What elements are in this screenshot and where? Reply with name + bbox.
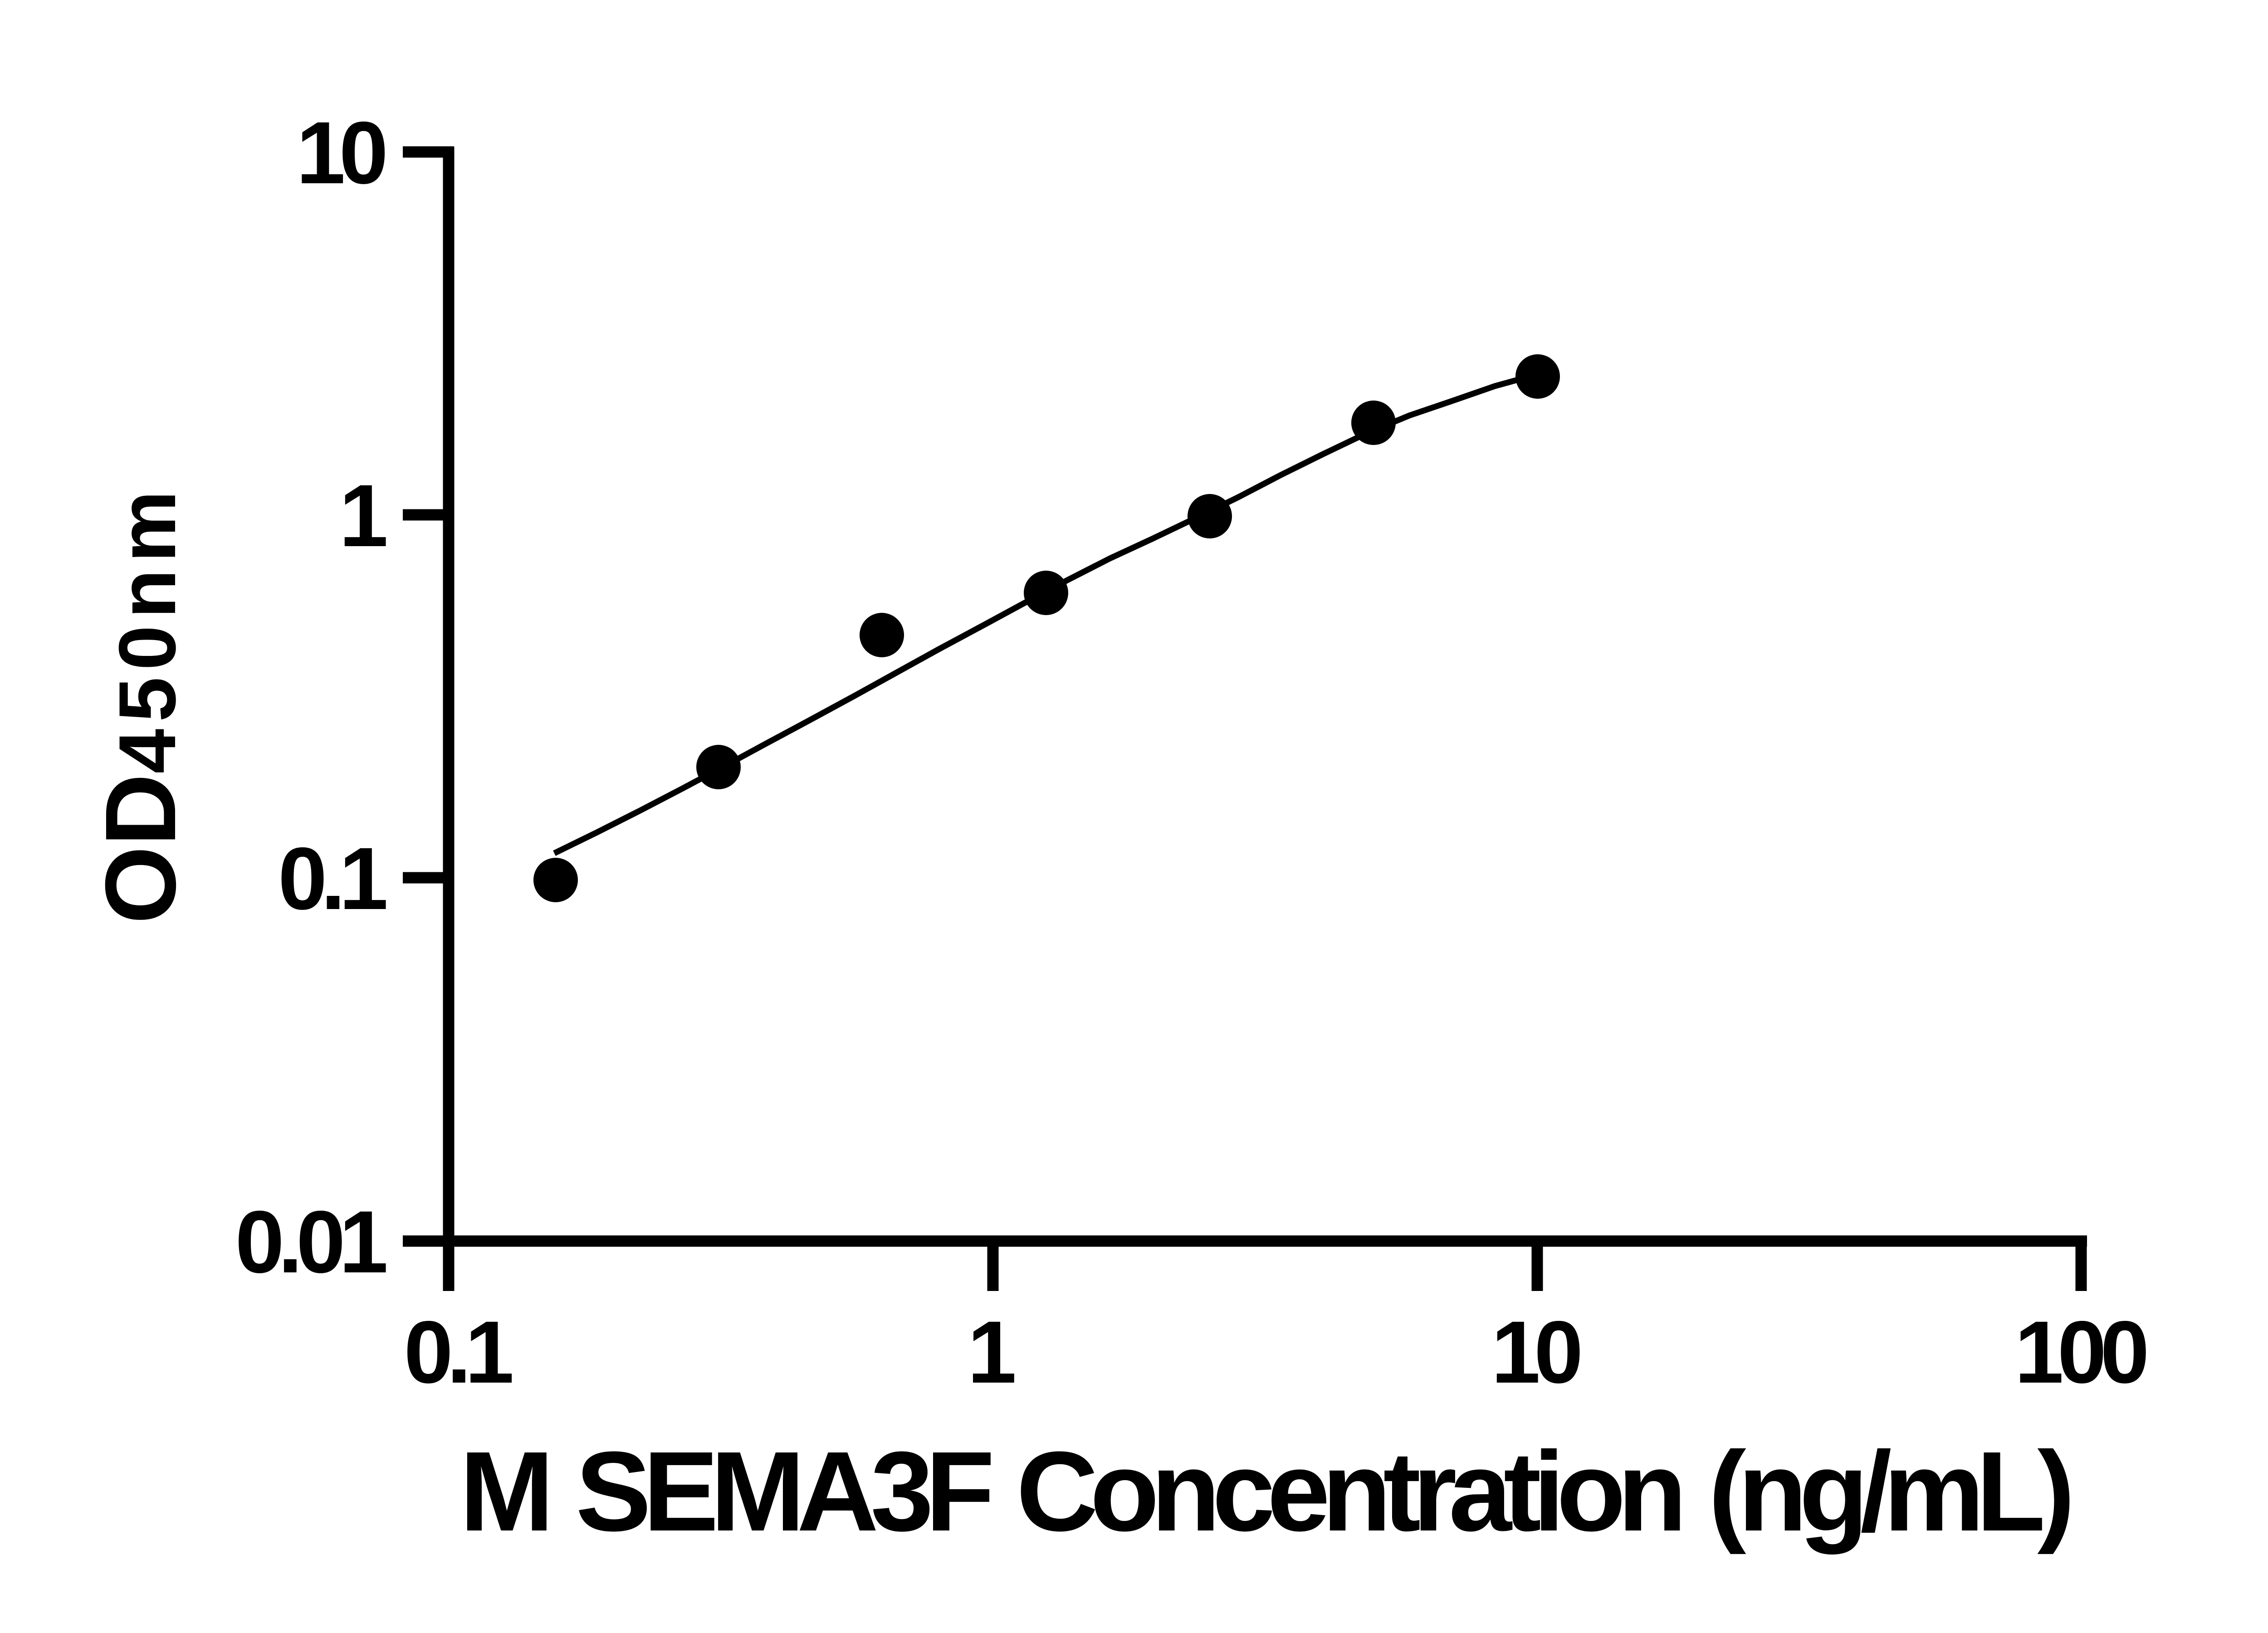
svg-text:M SEMA3F Concentration (ng/mL): M SEMA3F Concentration (ng/mL) xyxy=(459,1428,2069,1555)
svg-text:1: 1 xyxy=(339,466,386,565)
svg-text:0.01: 0.01 xyxy=(235,1193,386,1291)
svg-text:10: 10 xyxy=(296,103,385,202)
svg-text:10: 10 xyxy=(1491,1303,1580,1402)
svg-text:100: 100 xyxy=(2014,1303,2146,1402)
svg-text:0.1: 0.1 xyxy=(404,1303,512,1402)
svg-text:1: 1 xyxy=(968,1303,1015,1402)
svg-text:OD450nm: OD450nm xyxy=(84,484,196,924)
svg-text:0.1: 0.1 xyxy=(278,829,386,928)
